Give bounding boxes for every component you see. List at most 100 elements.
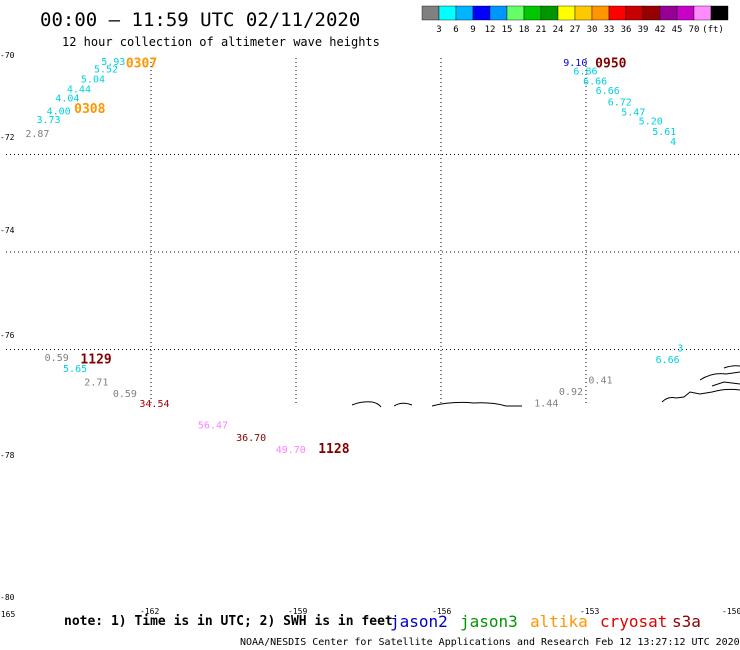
satellite-altika: altika [530, 612, 588, 631]
legend-tick-label: 39 [638, 25, 649, 35]
swh-value: 6.66 [583, 76, 607, 87]
latitude-labels: -70 -72 -74 -76 -78 -80 [0, 51, 15, 602]
swh-value: 5.52 [94, 65, 118, 76]
swh-value: 5.93 [101, 57, 125, 68]
legend-swatch [455, 5, 474, 21]
coastline-segment [661, 388, 740, 403]
coastline-segment [723, 365, 740, 369]
footer-credit: NOAA/NESDIS Center for Satellite Applica… [240, 637, 740, 648]
legend-swatch [472, 5, 491, 21]
satellite-cryosat: cryosat [600, 612, 667, 631]
swh-value: 34.54 [139, 399, 169, 410]
legend-tick-label: 24 [553, 25, 564, 35]
pass-time: 0308 [74, 102, 105, 117]
pass-time: 1128 [318, 442, 349, 457]
swh-value: 3 [677, 343, 683, 354]
swh-value: 0.59 [113, 389, 137, 400]
legend-tick-label: 33 [604, 25, 615, 35]
swh-value: 3.73 [36, 115, 60, 126]
legend-tick-label: 6 [453, 25, 458, 35]
legend-swatch [540, 5, 559, 21]
legend-swatch [438, 5, 457, 21]
swh-value: 2.87 [25, 129, 49, 140]
swh-value: 36.70 [236, 433, 266, 444]
longitude-label: -159 [288, 607, 307, 616]
satellite-jason2: jason2 [390, 612, 448, 631]
swh-value: 0.59 [45, 353, 69, 364]
swh-value: 6.66 [596, 86, 620, 97]
color-legend: 3 6 9 12 15 18 21 24 27 30 33 36 39 42 45 70 (ft) [421, 5, 729, 35]
swh-value: 4.04 [55, 93, 79, 104]
longitude-label: -165 [0, 610, 15, 619]
satellite-jason3: jason3 [460, 612, 518, 631]
legend-tick-label: 18 [519, 25, 530, 35]
legend-swatch [421, 5, 440, 21]
legend-swatch [642, 5, 661, 21]
legend-swatch [574, 5, 593, 21]
swh-value: 0.92 [559, 387, 583, 398]
pass-time: 1129 [80, 353, 111, 368]
legend-tick-label: 70 [689, 25, 700, 35]
swh-value: 5.47 [621, 108, 645, 119]
satellite-s3a: s3a [672, 612, 701, 631]
latitude-label: -80 [0, 593, 15, 602]
longitude-label: -150 [722, 607, 740, 616]
map-subtitle: 12 hour collection of altimeter wave hei… [62, 35, 380, 49]
pass-time-labels: 0307 0308 0950 1129 1128 [74, 57, 627, 457]
longitude-label: -156 [432, 607, 451, 616]
swh-value: 5.61 [652, 127, 676, 138]
legend-swatch [608, 5, 627, 21]
latitude-label: -74 [0, 226, 15, 235]
map-plot-area: 5.935.525.044.444.04 4.003.73 2.87 9.106.86… [6, 57, 740, 457]
coastline-segment [351, 401, 382, 408]
units-note: note: 1) Time is in UTC; 2) SWH is in fe… [64, 614, 393, 629]
legend-swatch [625, 5, 644, 21]
swh-value: 5.65 [63, 364, 87, 375]
coastline-segment [393, 402, 413, 407]
latitude-label: -78 [0, 451, 15, 460]
legend-tick-label: 21 [536, 25, 547, 35]
satellite-legend: jason2 jason3 altika cryosat s3a [390, 612, 701, 631]
legend-tick-label: 9 [470, 25, 475, 35]
coastline-segment [711, 381, 740, 387]
swh-value: 5.20 [639, 116, 663, 127]
swh-value: 56.47 [198, 420, 228, 431]
swh-value: 6.72 [608, 97, 632, 108]
swh-value: 49.70 [276, 445, 306, 456]
pass-time: 0950 [595, 57, 626, 72]
latitude-label: -70 [0, 51, 15, 60]
swh-value: 5.04 [81, 74, 105, 85]
swh-value: 6.66 [656, 355, 680, 366]
legend-swatch [710, 5, 729, 21]
legend-tick-label: 3 [436, 25, 441, 35]
latitude-label: -72 [0, 133, 15, 142]
swh-value: 4.00 [47, 107, 71, 118]
map-title: 00:00 – 11:59 UTC 02/11/2020 [40, 9, 360, 31]
legend-swatch [659, 5, 678, 21]
swh-value: 6.86 [573, 67, 597, 78]
coastline-segment [699, 371, 740, 381]
coastline-segment [431, 401, 522, 407]
longitude-labels: -165 -162 -159 -156 -153 -150 [0, 607, 740, 619]
pass-time: 0307 [126, 57, 157, 72]
legend-tick-label: 15 [502, 25, 513, 35]
legend-unit: (ft) [702, 25, 724, 35]
swh-value: 9.10 [563, 58, 587, 69]
legend-swatch [506, 5, 525, 21]
latitude-label: -76 [0, 331, 15, 340]
swh-value: 0.41 [588, 376, 612, 387]
legend-tick-label: 45 [672, 25, 683, 35]
coastline [351, 365, 740, 408]
legend-tick-label: 42 [655, 25, 666, 35]
longitude-label: -162 [140, 607, 159, 616]
legend-tick-label: 30 [587, 25, 598, 35]
legend-tick-label: 27 [570, 25, 581, 35]
wave-height-labels: 5.935.525.044.444.04 4.003.73 2.87 9.106.86… [25, 57, 683, 456]
legend-swatch [676, 5, 695, 21]
longitude-label: -153 [580, 607, 599, 616]
legend-swatch [523, 5, 542, 21]
swh-value: 4 [670, 137, 676, 148]
legend-swatch [557, 5, 576, 21]
legend-swatch [591, 5, 610, 21]
